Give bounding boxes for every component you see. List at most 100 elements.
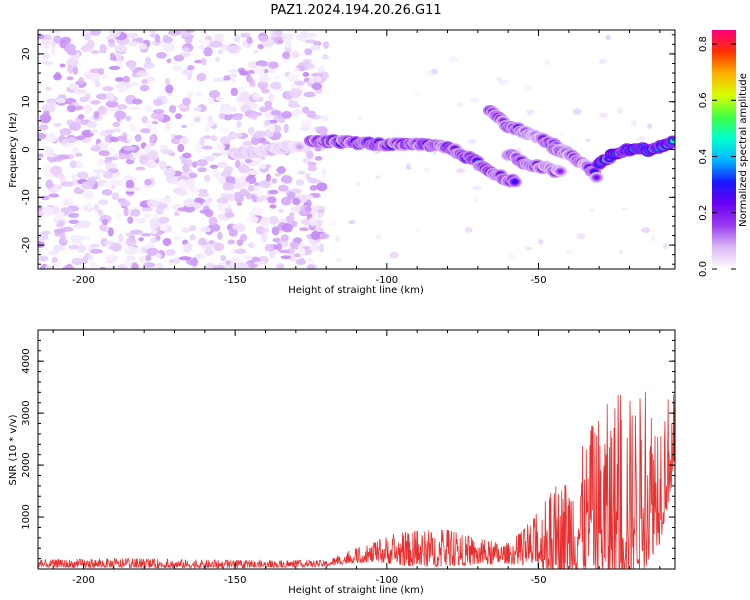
heatmap-cell: [62, 207, 73, 214]
heatmap-cell: [598, 58, 608, 64]
heatmap-cell: [125, 187, 137, 192]
heatmap-cell: [107, 39, 115, 44]
heatmap-cell: [464, 226, 473, 233]
heatmap-cell: [214, 242, 225, 252]
heatmap-cell: [255, 158, 263, 164]
heatmap-cell: [53, 122, 62, 127]
heatmap-cell: [200, 226, 212, 233]
heatmap-cell: [304, 48, 313, 56]
heatmap-cell: [217, 231, 223, 240]
heatmap-cell: [496, 76, 502, 81]
y-tick-label: -20: [21, 237, 32, 253]
heatmap-cell: [317, 233, 330, 240]
heatmap-cell: [204, 126, 210, 132]
heatmap-cell: [228, 229, 238, 237]
heatmap-cell: [89, 243, 101, 248]
heatmap-cell: [147, 151, 159, 161]
heatmap-cell: [295, 258, 307, 266]
heatmap-cell: [268, 215, 279, 225]
y-tick-label: 4000: [21, 348, 32, 373]
y-tick-label: 3000: [21, 400, 32, 425]
bottom-axis-ticks: -200 -150 -100 -50 1000 2000 3000 4000: [21, 329, 675, 586]
heatmap-cell: [297, 85, 303, 91]
heatmap-cell: [84, 32, 92, 41]
heatmap-cell: [86, 202, 93, 210]
heatmap-cell: [251, 207, 264, 215]
heatmap-cell: [212, 170, 221, 179]
heatmap-cell: [75, 135, 86, 140]
heatmap-cell: [198, 44, 206, 50]
heatmap-cell: [209, 164, 219, 169]
heatmap-cell: [89, 129, 99, 134]
heatmap-cell: [59, 40, 67, 49]
heatmap-cell: [89, 30, 101, 36]
heatmap-cell: [470, 97, 480, 104]
heatmap-cell: [252, 49, 258, 54]
x-tick-label: -50: [530, 275, 546, 286]
heatmap-cell: [222, 109, 234, 115]
heatmap-cell: [227, 69, 239, 73]
heatmap-cell: [291, 50, 300, 59]
heatmap-cell: [223, 190, 235, 195]
heatmap-cell: [204, 248, 214, 256]
heatmap-cell: [268, 92, 275, 102]
heatmap-cell: [227, 224, 233, 230]
heatmap-cell: [116, 85, 128, 93]
heatmap-cell: [232, 114, 243, 121]
heatmap-cell: [306, 63, 316, 69]
heatmap-cell: [66, 104, 77, 113]
heatmap-cell: [44, 165, 51, 175]
heatmap-cell: [284, 39, 292, 49]
x-tick-label: -200: [72, 575, 95, 586]
heatmap-cell: [268, 61, 279, 69]
heatmap-cell: [159, 223, 167, 231]
heatmap-cell: [456, 102, 462, 107]
heatmap-cell: [448, 56, 459, 63]
heatmap-cell: [108, 65, 121, 71]
heatmap-cell: [50, 165, 63, 176]
heatmap-cell: [146, 247, 159, 256]
heatmap-cell: [193, 202, 202, 209]
heatmap-cell: [301, 123, 312, 132]
heatmap-cell: [182, 163, 190, 173]
heatmap-cell: [375, 175, 381, 180]
heatmap-cell: [314, 156, 323, 161]
heatmap-cell: [83, 190, 94, 200]
heatmap-cell: [50, 48, 57, 56]
colorbar-tick-label: 0.6: [698, 92, 709, 108]
heatmap-cell: [247, 69, 256, 74]
heatmap-cell: [174, 236, 182, 240]
heatmap-cell: [222, 182, 235, 191]
heatmap-cell: [280, 196, 292, 206]
heatmap-cell: [269, 249, 276, 259]
heatmap-cell: [431, 68, 438, 75]
heatmap-cell: [506, 252, 515, 260]
heatmap-cell: [144, 178, 152, 186]
heatmap-cell: [201, 244, 210, 250]
heatmap-cell: [375, 234, 382, 239]
heatmap-cell: [237, 164, 250, 174]
heatmap-cell: [259, 180, 270, 188]
heatmap-cell: [94, 80, 101, 88]
heatmap-cell: [181, 47, 190, 52]
heatmap-cell: [139, 84, 150, 92]
y-tick-label: 0: [21, 146, 32, 152]
heatmap-cell: [143, 262, 156, 268]
heatmap-cell: [246, 215, 259, 224]
heatmap-cell: [105, 92, 115, 102]
heatmap-cell: [176, 190, 188, 197]
heatmap-cell: [90, 263, 97, 269]
heatmap-cell: [181, 124, 188, 129]
heatmap-cell: [272, 237, 281, 243]
heatmap-cell: [135, 166, 146, 171]
heatmap-cell: [357, 115, 363, 121]
heatmap-cell: [307, 258, 314, 263]
heatmap-cell: [406, 163, 411, 170]
heatmap-cell: [156, 263, 164, 269]
heatmap-cell: [216, 197, 229, 204]
heatmap-cell: [78, 77, 85, 85]
heatmap-cell: [75, 152, 83, 157]
heatmap-cell: [254, 189, 263, 197]
heatmap-cell: [277, 184, 289, 192]
